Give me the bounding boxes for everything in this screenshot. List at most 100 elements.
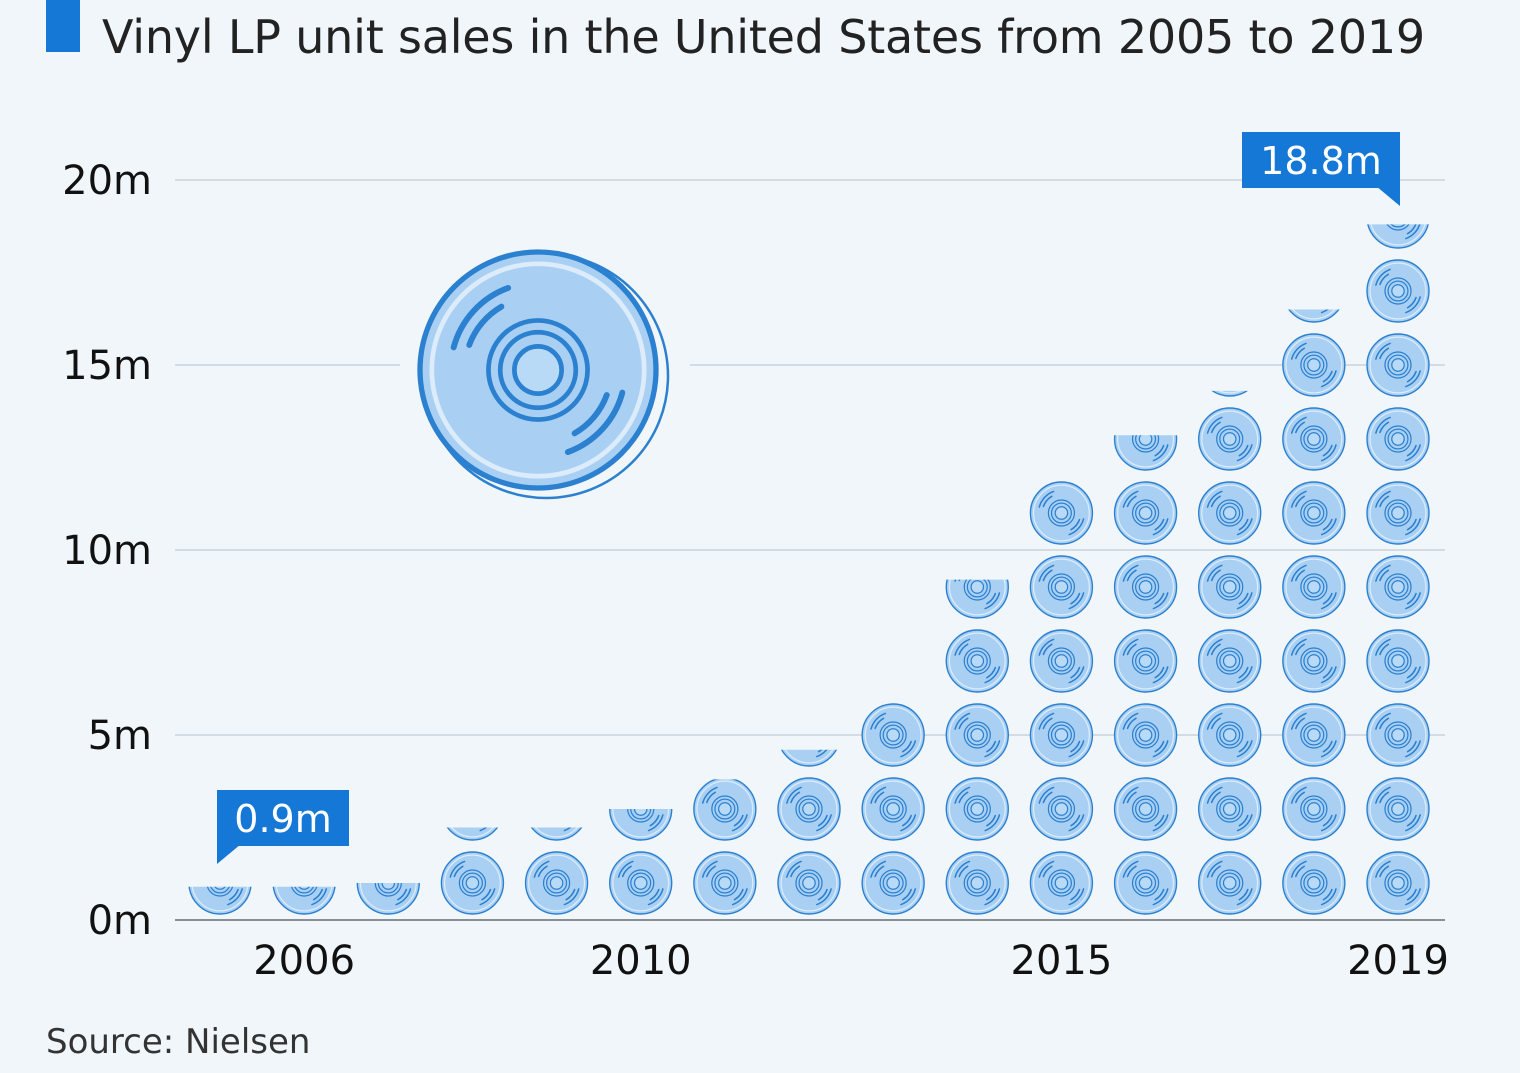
vinyl-record-icon [945, 579, 1009, 619]
vinyl-record-icon [1113, 555, 1178, 619]
y-tick-label: 20m [62, 158, 152, 204]
bar-2009 [524, 827, 589, 915]
bar-2014 [945, 579, 1009, 915]
vinyl-record-icon [1198, 851, 1262, 915]
vinyl-record-icon [446, 827, 499, 841]
vinyl-record-icon [1113, 851, 1178, 915]
vinyl-record-icon [1113, 481, 1178, 545]
y-tick-label: 10m [62, 528, 152, 574]
vinyl-record-icon [1288, 309, 1340, 323]
vinyl-record-icon [1366, 703, 1430, 767]
vinyl-record-icon [609, 851, 673, 915]
vinyl-record-icon [1198, 703, 1262, 767]
vinyl-record-icon [862, 630, 924, 692]
vinyl-record-icon [777, 851, 841, 915]
vinyl-record-icon [945, 629, 1009, 693]
source-note: Source: Nielsen [46, 1022, 311, 1062]
chart-title: Vinyl LP unit sales in the United States… [102, 10, 1425, 64]
vinyl-record-icon [1366, 333, 1430, 397]
vinyl-record-icon [530, 827, 583, 841]
vinyl-record-icon [945, 851, 1009, 915]
vinyl-record-icon [1113, 629, 1178, 693]
vinyl-record-icon [693, 851, 757, 915]
vinyl-record-icon [1113, 777, 1178, 841]
vinyl-record-icon [1366, 851, 1430, 915]
bars [188, 224, 1430, 915]
vinyl-record-icon [1282, 481, 1346, 545]
vinyl-record-icon [1282, 777, 1346, 841]
vinyl-record-icon [1029, 481, 1094, 545]
bar-2017 [1198, 390, 1262, 915]
vinyl-record-icon [1366, 259, 1430, 323]
vinyl-record-icon [356, 883, 420, 915]
vinyl-record-icon [1366, 407, 1430, 471]
vinyl-record-icon [1113, 435, 1178, 471]
bar-2006 [272, 886, 336, 915]
annotation-label: 0.9m [234, 797, 331, 841]
vinyl-record-icon [861, 851, 925, 915]
vinyl-record-icon [945, 703, 1009, 767]
vinyl-record-icon [1366, 629, 1430, 693]
x-tick-label: 2015 [1011, 938, 1113, 984]
bar-2016 [1113, 435, 1178, 915]
vinyl-record-icon [1366, 481, 1430, 545]
y-axis-tick-labels: 0m 5m 10m 15m 20m [62, 158, 152, 944]
bar-2013 [861, 630, 925, 915]
vinyl-record-icon [1029, 555, 1094, 619]
vinyl-record-icon [1282, 555, 1346, 619]
vinyl-record-icon [1029, 703, 1094, 767]
vinyl-record-icon [780, 749, 838, 767]
bar-2011 [693, 779, 757, 915]
vinyl-record-icon [1198, 555, 1262, 619]
bar-2008 [440, 827, 505, 915]
vinyl-record-icon [440, 851, 505, 915]
vinyl-record-icon [524, 851, 589, 915]
vinyl-record-icon [188, 886, 252, 915]
vinyl-record-icon [1113, 703, 1178, 767]
bar-2007 [356, 883, 420, 915]
vinyl-record-icon [1366, 777, 1430, 841]
vinyl-record-icon [693, 779, 757, 841]
vinyl-record-icon [1367, 224, 1429, 249]
annotation-label: 18.8m [1260, 139, 1382, 183]
title-accent-bar [46, 0, 80, 52]
vinyl-record-icon [1198, 629, 1262, 693]
annotation-callout: 0.9m [217, 790, 349, 864]
vinyl-record-icon [609, 809, 673, 841]
bar-2012 [777, 749, 841, 915]
bar-2015 [1029, 481, 1094, 915]
vinyl-record-decoration-icon [400, 249, 690, 500]
vinyl-record-icon [945, 777, 1009, 841]
vinyl-record-icon [1198, 777, 1262, 841]
annotation-callout: 18.8m [1242, 132, 1400, 206]
vinyl-record-icon [1211, 390, 1248, 397]
bar-2010 [609, 809, 673, 915]
vinyl-record-icon [1282, 333, 1346, 397]
vinyl-record-icon [1029, 777, 1094, 841]
vinyl-record-icon [1198, 407, 1262, 471]
vinyl-record-icon [1029, 629, 1094, 693]
vinyl-record-icon [1282, 851, 1346, 915]
annotations: 0.9m 18.8m [217, 132, 1400, 864]
vinyl-record-icon [861, 777, 925, 841]
bar-2018 [1282, 309, 1346, 915]
vinyl-record-icon [777, 777, 841, 841]
bar-2019 [1366, 224, 1430, 915]
vinyl-record-icon [272, 886, 336, 915]
y-tick-label: 15m [62, 343, 152, 389]
y-tick-label: 5m [88, 713, 152, 759]
x-tick-label: 2019 [1347, 938, 1449, 984]
x-tick-label: 2010 [590, 938, 692, 984]
vinyl-record-icon [1282, 407, 1346, 471]
vinyl-record-icon [1366, 555, 1430, 619]
x-axis-tick-labels: 2006 2010 2015 2019 [253, 938, 1449, 984]
y-tick-label: 0m [88, 898, 152, 944]
vinyl-record-icon [1029, 851, 1094, 915]
vinyl-record-icon [861, 703, 925, 767]
x-tick-label: 2006 [253, 938, 355, 984]
vinyl-record-icon [1198, 481, 1262, 545]
chart-area: 0m 5m 10m 15m 20m 2006 2010 2015 2019 0.9m 18.8m [62, 132, 1449, 984]
vinyl-record-icon [1282, 629, 1346, 693]
vinyl-record-icon [1282, 703, 1346, 767]
bar-2005 [188, 886, 252, 915]
